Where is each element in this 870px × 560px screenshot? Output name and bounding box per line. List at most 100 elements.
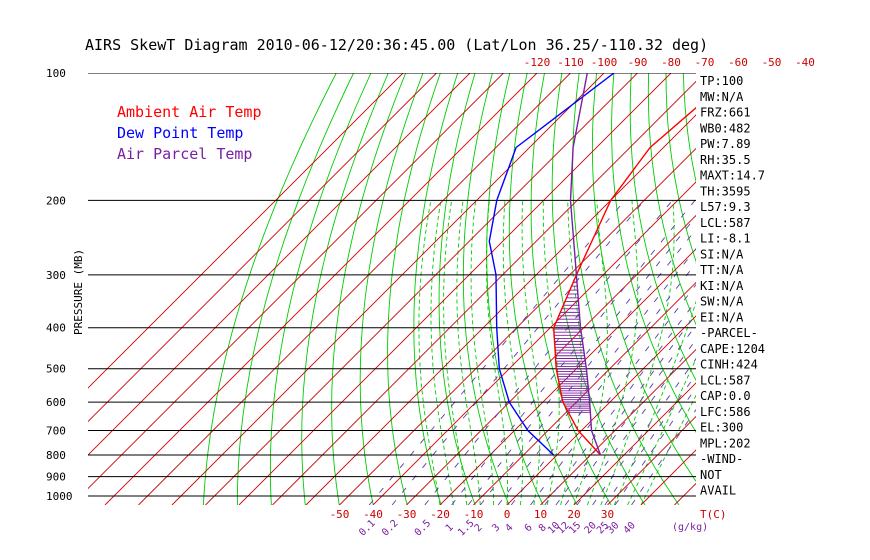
- mixing-ratio-line: [480, 228, 696, 505]
- bottom-temp-tick: 10: [534, 508, 547, 521]
- bottom-temp-tick: -10: [464, 508, 484, 521]
- pressure-tick: 600: [46, 396, 66, 409]
- isotherm: [104, 73, 538, 505]
- dry-adiabat: [735, 73, 870, 505]
- top-temperature-ticks: -120 -110 -100 -90 -80 -70 -60 -50 -40: [524, 56, 815, 69]
- dry-adiabat: [629, 73, 696, 382]
- mixing-ratio-tick: 0.5: [413, 518, 434, 539]
- bottom-temp-tick: -40: [363, 508, 383, 521]
- pressure-tick: 500: [46, 363, 66, 376]
- isotherm: [88, 73, 471, 456]
- index-value: FRZ:661: [700, 106, 751, 120]
- index-value: KI:N/A: [700, 279, 744, 293]
- bottom-temp-tick: 30: [601, 508, 614, 521]
- isotherm: [540, 348, 696, 505]
- mixing-ratio-tick: 6: [523, 522, 535, 534]
- isotherm: [205, 73, 638, 505]
- dry-adiabat: [591, 73, 696, 482]
- mixing-ratio-line: [451, 200, 696, 505]
- mixing-ratio-line: [604, 373, 696, 505]
- mixing-ratio-line: [424, 200, 673, 505]
- moist-adiabat: [418, 200, 441, 505]
- isotherm: [607, 415, 696, 505]
- dry-adiabat: [413, 73, 459, 505]
- top-temp-tick: -80: [661, 56, 681, 69]
- bottom-temp-tick: -30: [397, 508, 417, 521]
- mixing-ratio-line: [510, 262, 696, 505]
- isotherm: [88, 73, 504, 490]
- pressure-tick: 700: [46, 425, 66, 438]
- index-value: LI:-8.1: [700, 232, 751, 246]
- top-temp-tick: -90: [628, 56, 648, 69]
- isotherm: [88, 73, 437, 423]
- dry-adiabat: [269, 73, 372, 505]
- index-value: MAXT:14.7: [700, 169, 765, 183]
- moist-adiabat: [600, 200, 675, 505]
- cape-hatching: [553, 277, 591, 413]
- parcel-value: CINH:424: [700, 358, 758, 372]
- legend-item-temperature: Ambient Air Temp: [117, 103, 262, 121]
- dry-adiabat: [665, 73, 696, 263]
- grid-lines: [88, 73, 870, 505]
- index-value: RH:35.5: [700, 153, 751, 167]
- dry-adiabat: [840, 73, 870, 505]
- index-value: MW:N/A: [700, 90, 744, 104]
- mixing-ratio-line: [544, 300, 696, 505]
- moist-adiabat: [573, 200, 608, 505]
- dry-adiabat: [486, 73, 544, 505]
- top-temp-tick: -70: [695, 56, 715, 69]
- dry-adiabat: [857, 73, 870, 505]
- legend-item-dewpoint: Dew Point Temp: [117, 124, 243, 142]
- mixing-ratio-tick: 1: [444, 522, 456, 534]
- dry-adiabat: [359, 73, 424, 505]
- moist-adiabat: [443, 200, 468, 505]
- moist-adiabat: [586, 200, 639, 505]
- mixing-ratio-tick: 2: [473, 522, 485, 534]
- mixing-ratio-tick: 4: [504, 522, 516, 534]
- top-temp-tick: -60: [728, 56, 748, 69]
- moist-adiabat: [627, 357, 696, 505]
- isotherm: [305, 114, 696, 505]
- dry-adiabat: [438, 73, 476, 505]
- dry-adiabat: [331, 73, 407, 505]
- dry-adiabat: [787, 73, 870, 505]
- parcel-value: MPL:202: [700, 436, 751, 450]
- top-temp-tick: -110: [557, 56, 584, 69]
- parcel-header: -PARCEL-: [700, 326, 758, 340]
- isotherm: [272, 80, 696, 505]
- mixing-ratio-line: [391, 200, 645, 505]
- isotherm: [238, 73, 672, 505]
- isotherm: [473, 281, 696, 505]
- wind-value: AVAIL: [700, 484, 736, 498]
- index-value: L57:9.3: [700, 200, 751, 214]
- parcel-value: EL:300: [700, 421, 743, 435]
- wind-value: NOT: [700, 468, 722, 482]
- moist-adiabat: [613, 300, 696, 505]
- dry-adiabat: [462, 73, 510, 505]
- y-axis-label: PRESSURE (MB): [72, 249, 85, 335]
- mixing-ratio-line: [631, 408, 696, 505]
- index-value: LCL:587: [700, 216, 751, 230]
- bottom-temp-tick: 0: [504, 508, 511, 521]
- dry-adiabat: [611, 73, 696, 433]
- pressure-tick: 100: [46, 67, 66, 80]
- parcel-line: [569, 73, 602, 456]
- top-temp-tick: -100: [591, 56, 618, 69]
- mixing-ratio-tick: 0.1: [357, 518, 378, 539]
- top-temp-tick: -40: [795, 56, 815, 69]
- mixing-ratio-line: [564, 324, 696, 505]
- dry-adiabat: [805, 73, 870, 505]
- moist-adiabat: [640, 394, 696, 505]
- moist-adiabat: [430, 200, 454, 505]
- parcel-value: CAP:0.0: [700, 389, 751, 403]
- index-value: PW:7.89: [700, 137, 751, 151]
- index-value: TH:3595: [700, 184, 751, 198]
- isotherm: [406, 214, 696, 505]
- isotherm: [88, 73, 404, 389]
- mixing-ratio-line: [467, 215, 696, 505]
- mixing-ratio-line: [614, 386, 696, 505]
- parcel-value: CAPE:1204: [700, 342, 765, 356]
